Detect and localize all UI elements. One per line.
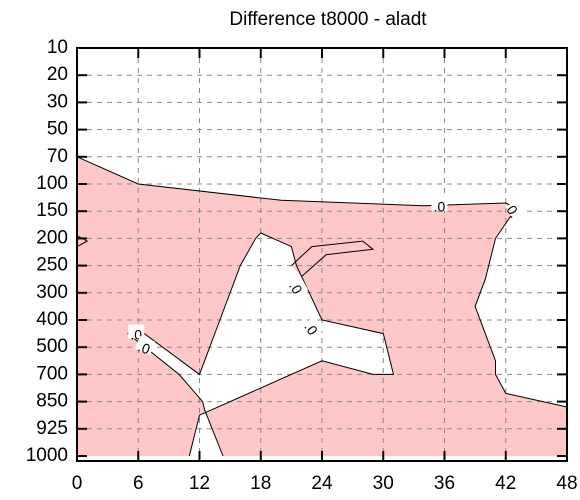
contour-label-0: .0 <box>434 199 446 215</box>
contour-labels: .0 0..0.0.0.0 <box>128 196 526 357</box>
y-tick-label-50: 50 <box>47 119 68 140</box>
y-tick-label-300: 300 <box>36 282 68 303</box>
contour-label-bg-2 <box>288 275 309 297</box>
contour-line-2 <box>202 401 224 457</box>
y-tick-label-1000: 1000 <box>26 445 68 466</box>
contour-label-5: .0 <box>136 338 153 357</box>
contour-label-4: .0 <box>130 326 142 342</box>
contour-label-group-5: .0 <box>135 336 155 357</box>
contour-label-bg-4 <box>128 324 145 339</box>
contour-label-group-4: .0 <box>128 324 145 342</box>
contour-label-bg-0 <box>431 196 448 211</box>
x-tick-label-6: 6 <box>133 473 144 494</box>
x-tick-label-24: 24 <box>311 473 333 494</box>
contour-label-bg-1 <box>505 199 526 221</box>
x-tick-label-12: 12 <box>189 473 210 494</box>
x-tick-label-42: 42 <box>495 473 516 494</box>
x-axis-tick-labels: 0 6 12 18 24 30 36 42 48 <box>72 473 578 494</box>
shaded-region-1 <box>291 241 373 277</box>
grid-lines <box>77 48 567 461</box>
contour-label-bg-3 <box>303 316 324 338</box>
x-tick-label-30: 30 <box>373 473 394 494</box>
x-tick-label-36: 36 <box>434 473 455 494</box>
contour-line-1 <box>474 208 568 408</box>
y-tick-label-100: 100 <box>36 173 68 194</box>
y-tick-label-500: 500 <box>36 336 68 357</box>
x-tick-label-0: 0 <box>72 473 83 494</box>
chart-title: Difference t8000 - aladt <box>229 9 427 30</box>
y-tick-label-10: 10 <box>47 37 68 58</box>
contour-label-group-3: .0 <box>301 316 324 338</box>
y-tick-label-30: 30 <box>47 91 68 112</box>
x-tick-label-18: 18 <box>250 473 271 494</box>
y-tick-label-150: 150 <box>36 200 68 221</box>
contour-label-bg-5 <box>135 336 155 355</box>
contour-label-group-2: .0 <box>286 275 309 297</box>
y-tick-label-700: 700 <box>36 363 68 384</box>
y-tick-label-200: 200 <box>36 227 68 248</box>
y-tick-label-925: 925 <box>36 418 68 439</box>
y-tick-label-400: 400 <box>36 309 68 330</box>
y-tick-label-850: 850 <box>36 391 68 412</box>
contour-label-group-0: .0 <box>431 196 448 215</box>
y-axis-tick-labels: 10 20 30 50 70 100 150 200 250 300 400 500 700 850 925… <box>26 37 68 466</box>
x-tick-label-48: 48 <box>556 473 577 494</box>
y-tick-label-70: 70 <box>47 146 68 167</box>
y-tick-label-20: 20 <box>47 64 68 85</box>
contour-line-0 <box>76 156 517 209</box>
contour-line-4 <box>291 240 375 277</box>
axis-ticks <box>76 47 568 461</box>
contour-label-group-1: 0. <box>503 199 526 221</box>
y-tick-label-250: 250 <box>36 255 68 276</box>
